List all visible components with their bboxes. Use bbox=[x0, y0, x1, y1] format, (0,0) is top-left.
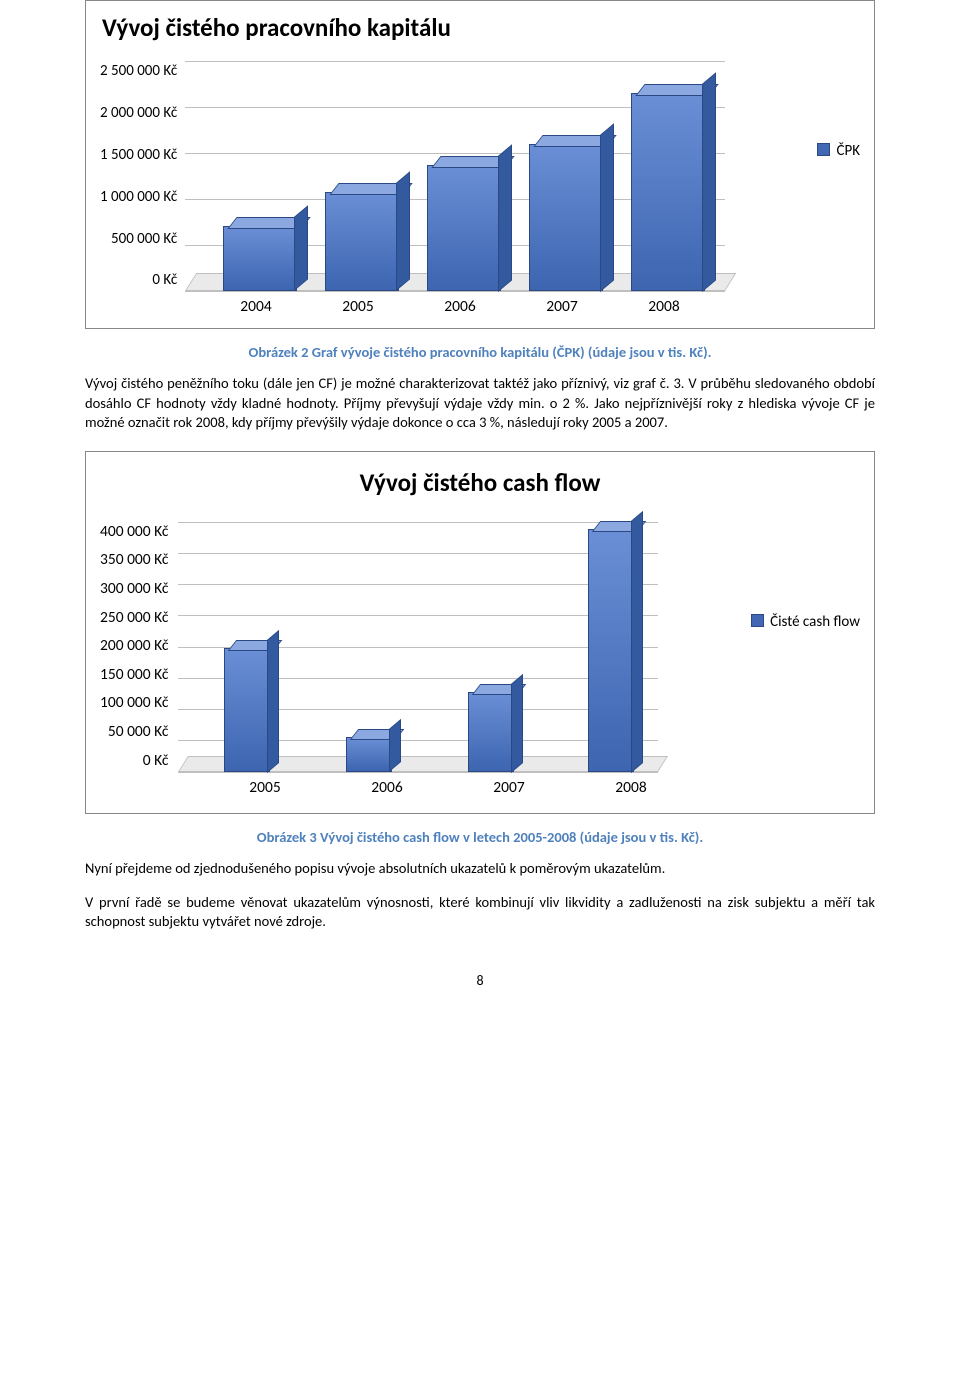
chart-cpk-title: Vývoj čistého pracovního kapitálu bbox=[102, 11, 860, 45]
bar bbox=[427, 165, 501, 291]
ytick: 0 Kč bbox=[100, 270, 177, 290]
figure-caption-2: Obrázek 2 Graf vývoje čistého pracovního… bbox=[85, 343, 875, 363]
bar bbox=[631, 93, 705, 291]
ytick: 500 000 Kč bbox=[100, 229, 177, 249]
xtick: 2008 bbox=[613, 297, 715, 318]
xtick: 2008 bbox=[570, 778, 692, 799]
legend-swatch-icon bbox=[751, 614, 764, 627]
paragraph-1: Vývoj čistého peněžního toku (dále jen C… bbox=[85, 374, 875, 433]
ytick: 300 000 Kč bbox=[100, 579, 168, 600]
xtick: 2007 bbox=[448, 778, 570, 799]
chart-cpk-legend: ČPK bbox=[817, 141, 860, 161]
legend-label: Čisté cash flow bbox=[770, 613, 860, 631]
ytick: 150 000 Kč bbox=[100, 665, 168, 686]
bar bbox=[468, 692, 514, 772]
legend-label: ČPK bbox=[836, 142, 860, 160]
ytick: 350 000 Kč bbox=[100, 550, 168, 571]
paragraph-2: Nyní přejdeme od zjednodušeného popisu v… bbox=[85, 859, 875, 879]
bar bbox=[529, 144, 603, 291]
chart-cashflow: Vývoj čistého cash flow 400 000 Kč 350 0… bbox=[85, 451, 875, 814]
chart-cpk-xaxis: 20042005200620072008 bbox=[205, 297, 860, 318]
chart-cashflow-xaxis: 2005200620072008 bbox=[196, 778, 860, 799]
chart-cpk: Vývoj čistého pracovního kapitálu 2 500 … bbox=[85, 0, 875, 329]
ytick: 250 000 Kč bbox=[100, 608, 168, 629]
bar bbox=[224, 648, 270, 772]
xtick: 2004 bbox=[205, 297, 307, 318]
bar bbox=[223, 226, 297, 290]
ytick: 2 500 000 Kč bbox=[100, 61, 177, 81]
ytick: 0 Kč bbox=[100, 751, 168, 772]
bar bbox=[325, 192, 399, 290]
ytick: 2 000 000 Kč bbox=[100, 103, 177, 123]
xtick: 2005 bbox=[204, 778, 326, 799]
ytick: 50 000 Kč bbox=[100, 722, 168, 743]
paragraph-3: V první řadě se budeme věnovat ukazatelů… bbox=[85, 893, 875, 932]
bar bbox=[588, 529, 634, 772]
xtick: 2006 bbox=[409, 297, 511, 318]
chart-cpk-yaxis: 2 500 000 Kč 2 000 000 Kč 1 500 000 Kč 1… bbox=[100, 61, 185, 291]
chart-cashflow-yaxis: 400 000 Kč 350 000 Kč 300 000 Kč 250 000… bbox=[100, 522, 178, 772]
page-number: 8 bbox=[85, 972, 875, 991]
bar bbox=[346, 737, 392, 771]
ytick: 1 500 000 Kč bbox=[100, 145, 177, 165]
xtick: 2007 bbox=[511, 297, 613, 318]
chart-cashflow-title: Vývoj čistého cash flow bbox=[100, 466, 860, 500]
ytick: 200 000 Kč bbox=[100, 636, 168, 657]
figure-caption-3: Obrázek 3 Vývoj čistého cash flow v lete… bbox=[85, 828, 875, 848]
legend-swatch-icon bbox=[817, 143, 830, 156]
ytick: 1 000 000 Kč bbox=[100, 187, 177, 207]
chart-cashflow-plot bbox=[178, 522, 658, 772]
chart-cpk-plot bbox=[185, 61, 725, 291]
xtick: 2005 bbox=[307, 297, 409, 318]
ytick: 100 000 Kč bbox=[100, 693, 168, 714]
chart-cashflow-legend: Čisté cash flow bbox=[751, 612, 860, 632]
xtick: 2006 bbox=[326, 778, 448, 799]
ytick: 400 000 Kč bbox=[100, 522, 168, 543]
